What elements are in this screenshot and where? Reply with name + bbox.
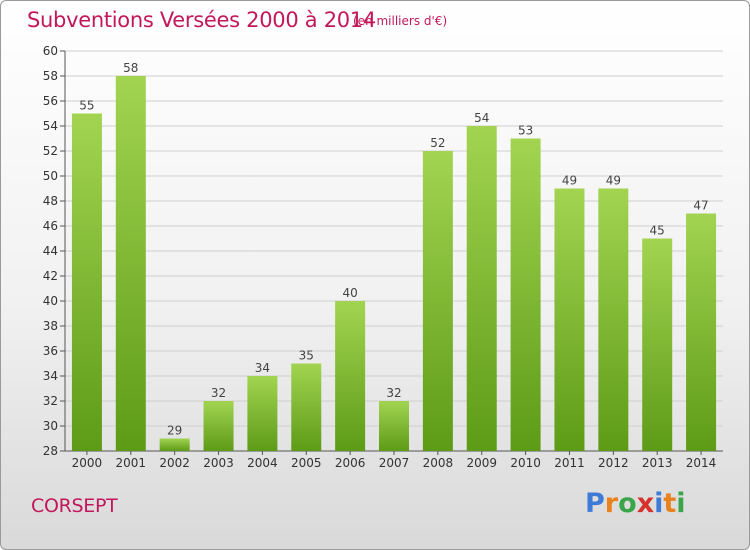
- data-label-2004: 34: [255, 361, 270, 375]
- x-tick-label: 2006: [335, 456, 366, 470]
- bar-2007: [379, 401, 409, 451]
- y-tick-label: 56: [43, 94, 58, 108]
- logo-letter: i: [676, 488, 686, 519]
- logo-letter: i: [654, 488, 664, 519]
- chart-unit-note: (en milliers d'€): [353, 14, 448, 28]
- y-tick-label: 50: [43, 169, 58, 183]
- data-label-2005: 35: [299, 349, 314, 363]
- bars: [71, 76, 717, 451]
- y-tick-label: 52: [43, 144, 58, 158]
- bar-2009: [466, 126, 497, 451]
- logo-letter: x: [636, 488, 655, 519]
- logo-letter: t: [663, 488, 677, 519]
- x-tick-label: 2002: [159, 456, 190, 470]
- y-tick-label: 34: [43, 369, 58, 383]
- data-label-2010: 53: [518, 124, 533, 138]
- y-tick-label: 44: [43, 244, 58, 258]
- x-tick-label: 2011: [554, 456, 585, 470]
- x-tick-label: 2013: [642, 456, 673, 470]
- y-tick-label: 28: [43, 444, 58, 458]
- data-label-2008: 52: [430, 136, 445, 150]
- x-tick-label: 2000: [72, 456, 103, 470]
- data-label-2000: 55: [79, 99, 94, 113]
- logo-letter: r: [604, 488, 619, 519]
- y-tick-label: 42: [43, 269, 58, 283]
- y-tick-label: 60: [43, 44, 58, 58]
- y-tick-label: 38: [43, 319, 58, 333]
- data-label-2007: 32: [386, 386, 401, 400]
- data-label-2006: 40: [342, 286, 357, 300]
- x-tick-label: 2007: [379, 456, 410, 470]
- bar-2014: [686, 213, 717, 451]
- data-label-2014: 47: [693, 199, 708, 213]
- data-label-2003: 32: [211, 386, 226, 400]
- x-tick-label: 2009: [466, 456, 497, 470]
- bar-2002: [159, 438, 190, 451]
- bar-2000: [71, 113, 102, 451]
- data-label-2001: 58: [123, 61, 138, 75]
- data-label-2012: 49: [606, 174, 621, 188]
- x-tick-label: 2004: [247, 456, 278, 470]
- proxiti-logo[interactable]: Proxiti: [585, 488, 686, 519]
- y-tick-label: 48: [43, 194, 58, 208]
- x-tick-label: 2001: [116, 456, 147, 470]
- logo-letter: o: [618, 488, 637, 519]
- x-tick-label: 2012: [598, 456, 629, 470]
- x-tick-label: 2010: [510, 456, 541, 470]
- data-label-2013: 45: [650, 224, 665, 238]
- bar-2003: [203, 401, 234, 451]
- y-tick-label: 36: [43, 344, 58, 358]
- y-tick-label: 46: [43, 219, 58, 233]
- bar-2005: [291, 363, 322, 451]
- y-tick-label: 30: [43, 419, 58, 433]
- x-tick-label: 2008: [423, 456, 454, 470]
- bar-2006: [335, 301, 366, 451]
- bar-2008: [422, 151, 453, 451]
- data-label-2002: 29: [167, 424, 182, 438]
- y-tick-label: 58: [43, 69, 58, 83]
- commune-name: CORSEPT: [31, 495, 118, 517]
- bar-2011: [554, 188, 585, 451]
- bar-2001: [115, 76, 146, 451]
- axes: 28 30 32 34 36 38 40 42 44 46 48 50 52 54 56 58 60 2000 20…: [43, 44, 723, 470]
- data-label-2009: 54: [474, 111, 489, 125]
- data-labels: 55 58 29 32 34 35 40 32 52 54 53 49 49 45 47: [79, 61, 708, 438]
- bar-2012: [598, 188, 629, 451]
- y-tick-label: 40: [43, 294, 58, 308]
- bar-2004: [247, 376, 278, 451]
- y-tick-label: 54: [43, 119, 58, 133]
- bar-2010: [510, 138, 541, 451]
- data-label-2011: 49: [562, 174, 577, 188]
- x-tick-label: 2003: [203, 456, 234, 470]
- y-tick-label: 32: [43, 394, 58, 408]
- bar-2013: [642, 238, 673, 451]
- x-tick-label: 2014: [686, 456, 717, 470]
- logo-letter: P: [585, 488, 605, 519]
- x-tick-label: 2005: [291, 456, 322, 470]
- chart-title: Subventions Versées 2000 à 2014: [27, 8, 376, 32]
